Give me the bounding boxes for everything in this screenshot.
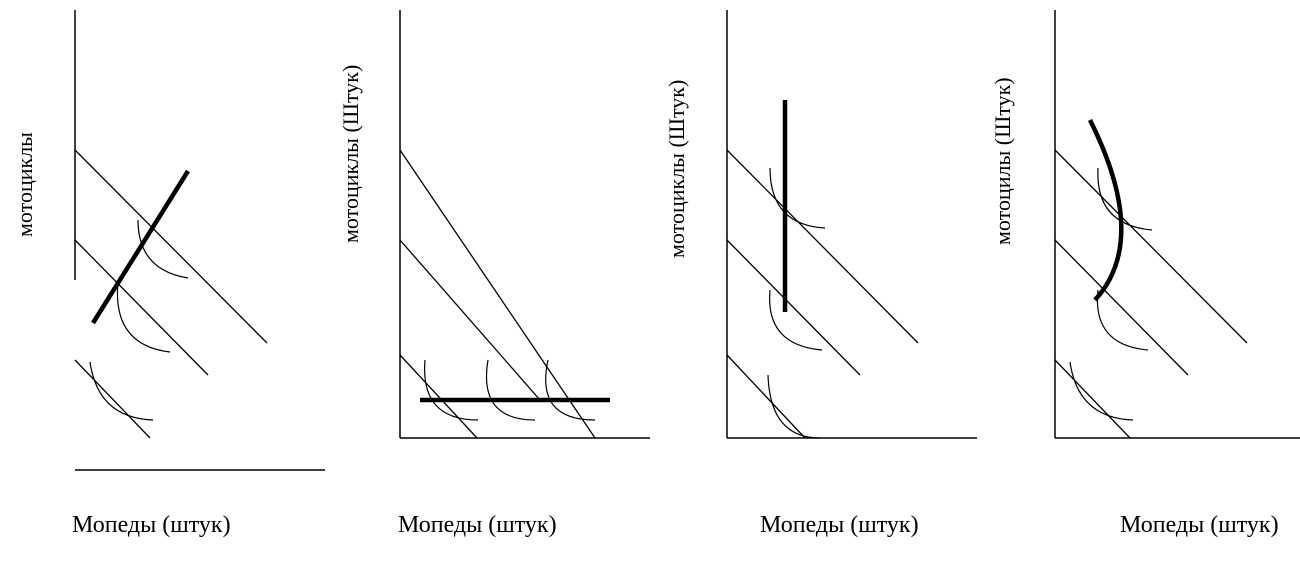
indifference-curve-high — [1097, 167, 1153, 231]
panel-1 — [74, 10, 325, 471]
panel-2-x-label: Мопеды (штук) — [398, 512, 557, 538]
budget-line-mid — [74, 239, 209, 376]
expansion-path — [1087, 118, 1124, 302]
budget-line-mid — [399, 239, 541, 401]
indifference-curve-low — [767, 374, 821, 439]
indifference-curve-high — [769, 167, 826, 229]
panel-3-y-label: мотоциклы (Штук) — [664, 79, 689, 258]
panel-4-x-label: Мопеды (штук) — [1120, 512, 1279, 538]
budget-line-high — [726, 149, 919, 344]
panel-4-y-label: мотоцилы (Штук) — [990, 77, 1015, 245]
budget-line-low — [74, 359, 151, 439]
panel-4 — [1054, 10, 1300, 439]
budget-line-low — [726, 354, 806, 439]
indifference-curve-1 — [424, 359, 479, 421]
indifference-curve-3 — [545, 359, 596, 421]
indifference-curve-mid — [1096, 289, 1149, 351]
indifference-curve-mid — [116, 281, 171, 353]
indifference-curve-low — [89, 361, 154, 421]
panel-3 — [726, 10, 977, 439]
budget-line-high — [1054, 149, 1248, 344]
indifference-curve-low — [1069, 361, 1134, 421]
budget-line-mid — [726, 239, 861, 376]
panel-1-y-label: мотоциклы — [12, 132, 37, 237]
budget-line-low — [399, 354, 478, 439]
indifference-curve-high — [137, 219, 189, 279]
budget-line-high — [74, 149, 268, 344]
budget-line-low — [1054, 359, 1131, 439]
indifference-curve-mid — [769, 289, 823, 351]
expansion-path — [91, 169, 190, 325]
panel-2-y-label: мотоциклы (Штук) — [338, 64, 363, 243]
indifference-curve-2 — [485, 359, 536, 421]
panel-2 — [399, 10, 650, 439]
panel-1-x-label: Мопеды (штук) — [72, 512, 231, 538]
budget-line-mid — [1054, 239, 1189, 376]
budget-line-high — [399, 149, 596, 439]
panel-3-x-label: Мопеды (штук) — [760, 512, 919, 538]
